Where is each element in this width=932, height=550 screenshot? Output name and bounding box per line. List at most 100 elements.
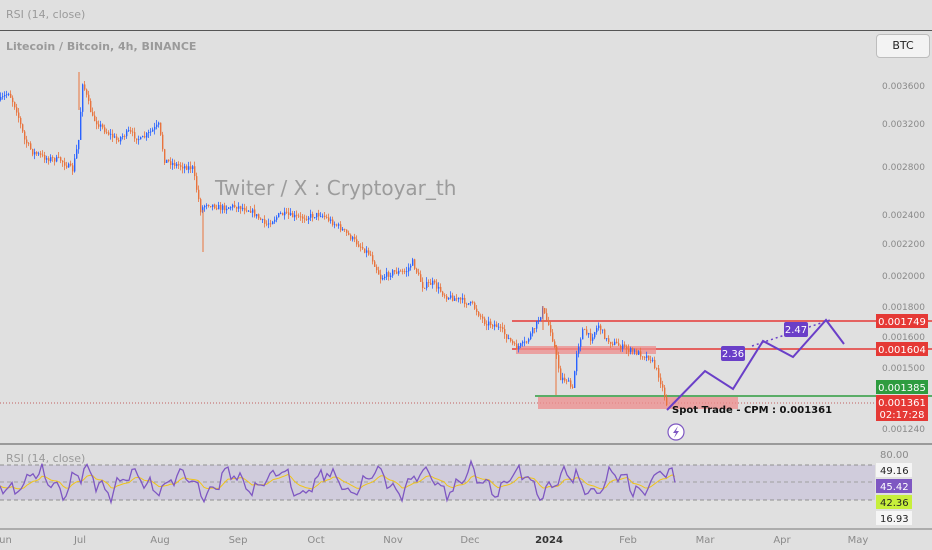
candle-body bbox=[182, 166, 184, 169]
candle-body bbox=[612, 343, 614, 345]
candle-body bbox=[644, 356, 646, 358]
candle-body bbox=[178, 164, 180, 166]
candle-body bbox=[466, 304, 468, 305]
candle-body bbox=[488, 321, 490, 326]
level-tag-0-text: 0.001749 bbox=[878, 317, 926, 328]
candle-body bbox=[388, 272, 390, 277]
price-axis[interactable] bbox=[875, 31, 932, 443]
candle-body bbox=[528, 339, 530, 342]
candle-body bbox=[30, 143, 32, 150]
candle-body bbox=[232, 204, 234, 208]
candle-body bbox=[74, 158, 76, 172]
candle-body bbox=[456, 298, 458, 300]
candle-body bbox=[304, 218, 306, 220]
projection-path[interactable] bbox=[666, 318, 845, 411]
candle-body bbox=[446, 296, 448, 300]
candle-body bbox=[148, 132, 150, 134]
candle-body bbox=[76, 149, 78, 159]
candle-body bbox=[274, 219, 276, 222]
candle-body bbox=[72, 165, 74, 172]
toolbar-divider bbox=[0, 30, 932, 31]
candle-body bbox=[422, 281, 424, 288]
candle-body bbox=[596, 328, 598, 333]
candle-body bbox=[440, 286, 442, 292]
main-pane-bg bbox=[0, 31, 875, 443]
rsi-tag-ma bbox=[876, 495, 912, 509]
candle-body bbox=[592, 337, 594, 341]
candle-body bbox=[540, 317, 542, 321]
candle-body bbox=[64, 162, 66, 166]
candle-body bbox=[554, 341, 556, 347]
candle-body bbox=[368, 250, 370, 255]
candle-body bbox=[662, 384, 664, 388]
candle-body bbox=[38, 153, 40, 155]
candle-body bbox=[94, 115, 96, 122]
price-tick-label: 0.001240 bbox=[882, 425, 925, 435]
candle-body bbox=[660, 377, 662, 385]
candle-body bbox=[196, 176, 198, 190]
candle-body bbox=[88, 94, 90, 101]
candle-body bbox=[378, 270, 380, 275]
candle-body bbox=[322, 215, 324, 217]
currency-button[interactable]: BTC bbox=[876, 34, 930, 58]
candle-body bbox=[212, 204, 214, 207]
rsi-tag-upper-text: 49.16 bbox=[880, 466, 909, 477]
candle-body bbox=[320, 216, 322, 217]
candle-body bbox=[344, 228, 346, 230]
candle-body bbox=[134, 132, 136, 139]
candle-body bbox=[600, 325, 602, 331]
candle-body bbox=[214, 204, 216, 209]
candle-body bbox=[166, 159, 168, 163]
candle-body bbox=[8, 93, 10, 95]
candle-body bbox=[526, 341, 528, 343]
candle-body bbox=[626, 346, 628, 350]
candle-body bbox=[140, 137, 142, 140]
candle-body bbox=[638, 351, 640, 355]
candle-body bbox=[496, 324, 498, 328]
time-axis-ticks[interactable]: Jun Jul Aug Sep Oct Nov Dec 2024 Feb Mar Apr May bbox=[0, 535, 868, 546]
candle-body bbox=[194, 166, 196, 177]
candle-body bbox=[272, 221, 274, 225]
resistance-zone[interactable] bbox=[516, 346, 656, 354]
candle-body bbox=[348, 232, 350, 235]
candle-body bbox=[26, 139, 28, 144]
candle-body bbox=[122, 136, 124, 138]
candle-body bbox=[448, 297, 450, 300]
candle-body bbox=[86, 89, 88, 95]
candle-body bbox=[550, 325, 552, 333]
candle-body bbox=[100, 124, 102, 127]
candle-body bbox=[252, 209, 254, 213]
candle-body bbox=[522, 341, 524, 344]
time-tick-label: May bbox=[848, 535, 869, 546]
indicator-title[interactable]: RSI (14, close) bbox=[6, 8, 86, 21]
candle-body bbox=[70, 163, 72, 166]
candle-body bbox=[330, 219, 332, 221]
candle-body bbox=[256, 214, 258, 217]
candle-body bbox=[266, 223, 268, 225]
candle-body bbox=[240, 206, 242, 210]
level-tag-2 bbox=[876, 380, 928, 394]
candle-body bbox=[136, 138, 138, 141]
candle-body bbox=[82, 84, 84, 112]
candle-body bbox=[158, 122, 160, 125]
candles-group bbox=[0, 72, 668, 407]
candle-body bbox=[4, 94, 6, 97]
candle-body bbox=[340, 224, 342, 231]
candle-body bbox=[392, 270, 394, 276]
candle-body bbox=[298, 215, 300, 217]
candle-body bbox=[510, 338, 512, 341]
candle-body bbox=[400, 270, 402, 272]
level-tag-3-text: 0.001361 bbox=[878, 398, 926, 409]
demand-zone[interactable] bbox=[538, 397, 738, 409]
projection-label-2: 2.47 bbox=[785, 325, 807, 336]
candle-body bbox=[318, 212, 320, 217]
candle-body bbox=[402, 270, 404, 272]
candle-body bbox=[150, 131, 152, 133]
candle-body bbox=[574, 371, 576, 388]
candle-body bbox=[438, 286, 440, 289]
candle-body bbox=[444, 295, 446, 297]
candle-body bbox=[46, 158, 48, 160]
candle-body bbox=[284, 211, 286, 216]
symbol-title[interactable]: Litecoin / Bitcoin, 4h, BINANCE bbox=[6, 40, 197, 53]
